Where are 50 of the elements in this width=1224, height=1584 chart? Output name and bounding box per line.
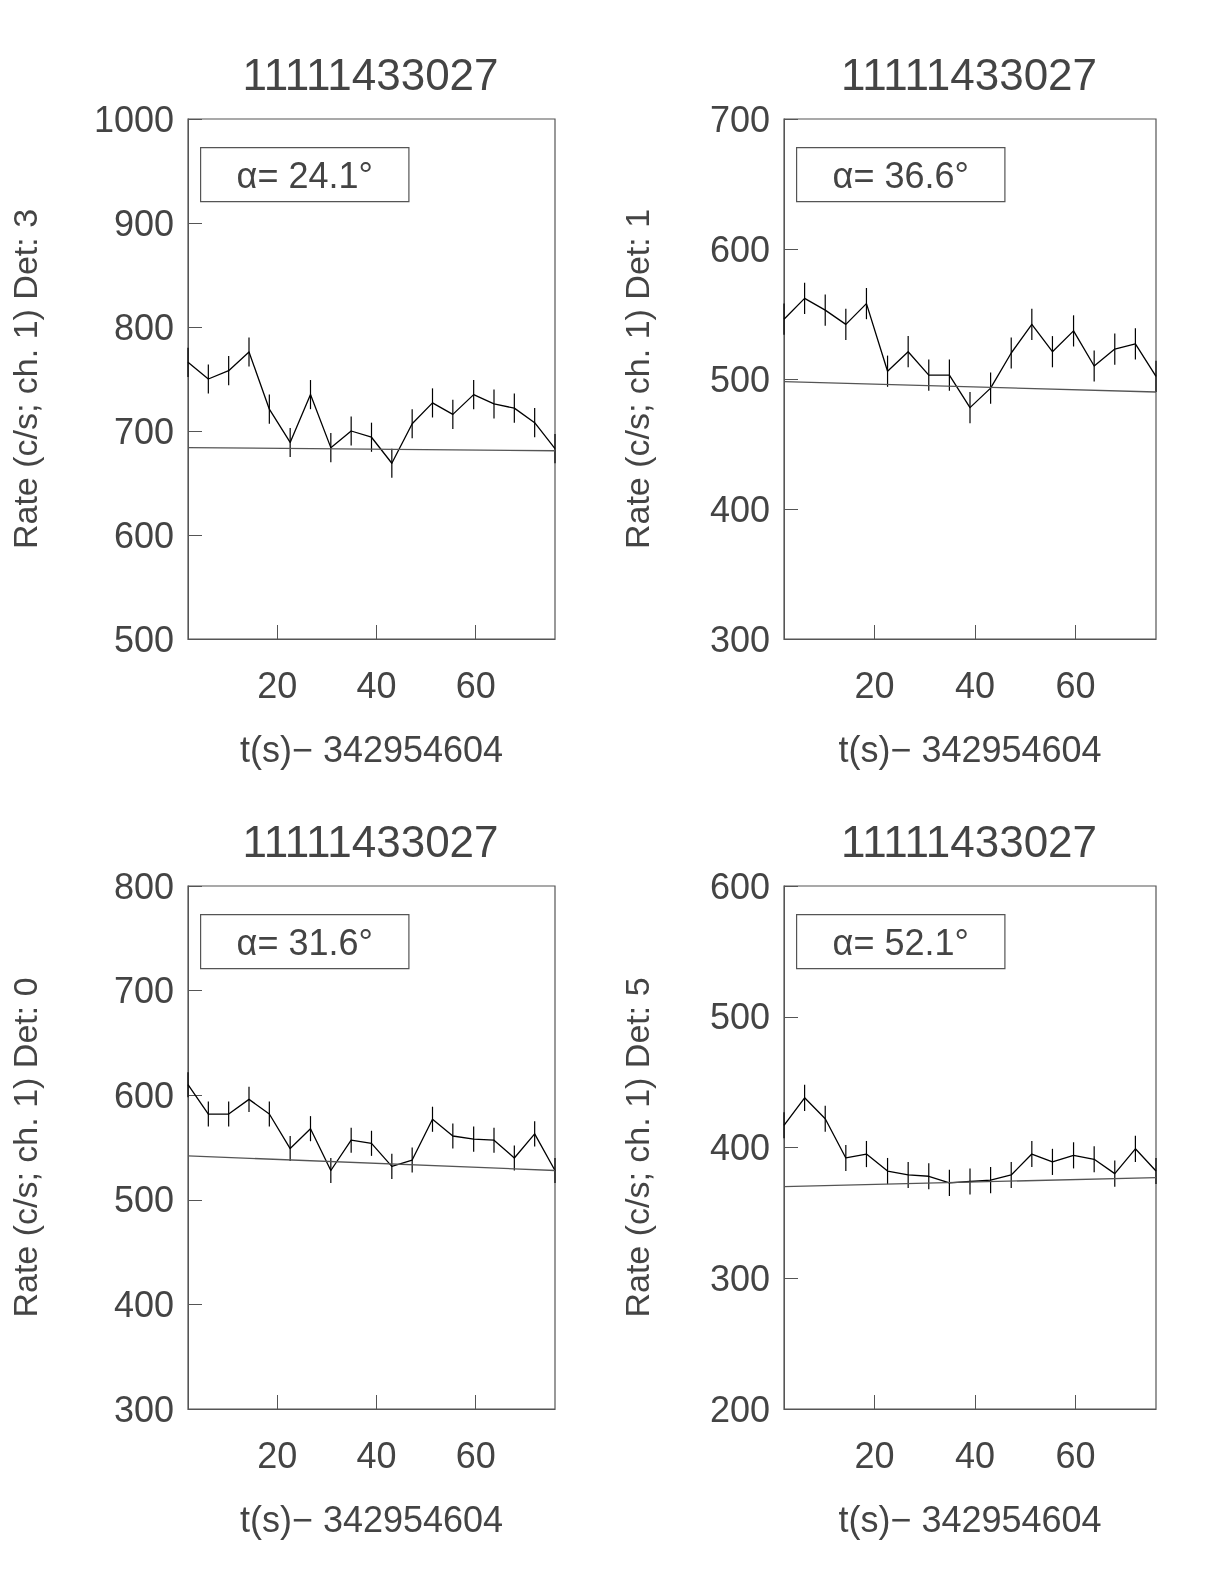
y-tick-label: 400 xyxy=(709,488,770,530)
chart-title: 11111433027 xyxy=(242,49,499,99)
x-tick-label: 40 xyxy=(356,1434,397,1476)
x-tick-label: 60 xyxy=(455,1434,496,1476)
y-tick-label: 400 xyxy=(113,1283,174,1325)
y-tick-label: 500 xyxy=(709,358,770,400)
y-tick-label: 600 xyxy=(113,1074,174,1116)
annotation: α= 24.1° xyxy=(236,155,373,197)
y-tick-label: 300 xyxy=(113,1388,174,1430)
chart-title: 11111433027 xyxy=(840,816,1098,866)
y-tick-label: 1000 xyxy=(93,98,174,140)
y-tick-label: 800 xyxy=(113,865,174,907)
x-axis-title: t(s)− 342954604 xyxy=(239,728,504,770)
y-tick-label: 500 xyxy=(709,996,770,1038)
y-tick-label: 700 xyxy=(113,410,174,452)
x-axis-title: t(s)− 342954604 xyxy=(838,1498,1102,1540)
x-tick-label: 20 xyxy=(854,1434,895,1476)
x-tick-label: 40 xyxy=(955,1434,996,1476)
y-tick-label: 600 xyxy=(709,865,770,907)
y-axis-title: Rate (c/s; ch. 1) Det: 1 xyxy=(618,208,656,550)
y-tick-label: 500 xyxy=(113,618,174,660)
x-tick-label: 60 xyxy=(1055,664,1096,706)
x-tick-label: 60 xyxy=(1055,1434,1096,1476)
x-tick-label: 20 xyxy=(257,1434,298,1476)
y-tick-label: 800 xyxy=(113,306,174,348)
annotation: α= 36.6° xyxy=(832,155,969,197)
y-tick-label: 700 xyxy=(709,98,770,140)
y-tick-label: 500 xyxy=(113,1179,174,1221)
x-axis-title: t(s)− 342954604 xyxy=(239,1498,504,1540)
y-tick-label: 300 xyxy=(709,618,770,660)
x-tick-label: 20 xyxy=(257,664,298,706)
chart-title: 11111433027 xyxy=(242,816,499,866)
x-tick-label: 60 xyxy=(455,664,496,706)
y-axis-title: Rate (c/s; ch. 1) Det: 5 xyxy=(618,977,656,1318)
chart-title: 11111433027 xyxy=(840,49,1098,99)
annotation: α= 52.1° xyxy=(832,922,969,964)
x-tick-label: 40 xyxy=(356,664,397,706)
x-tick-label: 20 xyxy=(854,664,895,706)
x-tick-label: 40 xyxy=(955,664,996,706)
y-tick-label: 600 xyxy=(113,514,174,556)
y-tick-label: 900 xyxy=(113,202,174,244)
y-axis-title: Rate (c/s; ch. 1) Det: 3 xyxy=(6,208,44,550)
y-tick-label: 200 xyxy=(709,1388,770,1430)
y-tick-label: 700 xyxy=(113,970,174,1012)
annotation: α= 31.6° xyxy=(236,922,373,964)
y-tick-label: 300 xyxy=(709,1257,770,1299)
y-tick-label: 400 xyxy=(709,1127,770,1168)
y-axis-title: Rate (c/s; ch. 1) Det: 0 xyxy=(6,977,44,1318)
x-axis-title: t(s)− 342954604 xyxy=(838,728,1102,770)
y-tick-label: 600 xyxy=(709,228,770,270)
